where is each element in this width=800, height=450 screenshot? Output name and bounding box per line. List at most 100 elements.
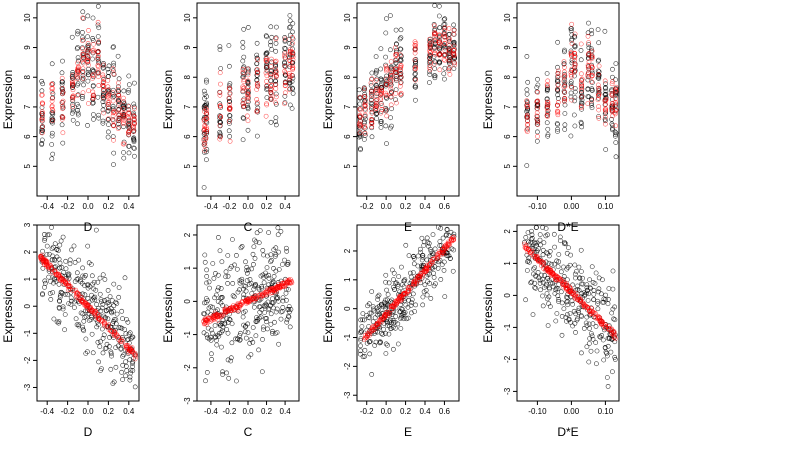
observed-point	[79, 96, 85, 101]
observed-point	[359, 329, 365, 335]
observed-point	[263, 301, 269, 307]
observed-point	[568, 48, 574, 54]
observed-point	[124, 368, 130, 373]
fitted-point	[105, 100, 111, 105]
x-tick-label: 0.4	[419, 202, 431, 211]
observed-point	[240, 115, 246, 121]
fitted-point	[590, 54, 595, 60]
observed-point	[56, 281, 62, 287]
fitted-point	[555, 109, 561, 114]
observed-point	[234, 266, 240, 272]
fitted-point	[132, 106, 137, 111]
observed-point	[558, 269, 564, 275]
observed-point	[544, 120, 550, 126]
y-tick-label: -3	[503, 387, 512, 395]
fitted-point	[388, 94, 394, 99]
observed-point	[390, 325, 396, 330]
fitted-point	[80, 70, 86, 75]
x-axis-label: E	[404, 220, 412, 234]
fitted-point	[67, 284, 73, 290]
fitted-point	[227, 106, 233, 111]
observed-point	[114, 301, 120, 306]
observed-point	[116, 285, 122, 290]
fitted-point	[40, 110, 45, 116]
fitted-point	[255, 81, 260, 86]
fitted-point	[577, 296, 583, 302]
observed-point	[276, 249, 281, 255]
observed-point	[406, 253, 412, 258]
observed-point	[374, 116, 379, 121]
observed-point	[254, 40, 260, 46]
observed-point	[437, 60, 442, 66]
fitted-point	[254, 108, 260, 114]
observed-point	[83, 336, 89, 342]
fitted-point	[603, 114, 608, 120]
fitted-point	[204, 112, 210, 118]
fitted-point	[201, 321, 207, 327]
observed-point	[540, 293, 545, 299]
observed-point	[110, 92, 116, 97]
fitted-point	[603, 106, 609, 112]
observed-point	[127, 374, 133, 380]
y-tick-label: 8	[23, 74, 32, 79]
observed-point	[596, 88, 602, 94]
y-axis-label: Expression	[481, 70, 495, 129]
observed-point	[572, 44, 578, 50]
fitted-point	[535, 119, 541, 124]
fitted-point	[524, 114, 530, 120]
observed-point	[524, 87, 530, 93]
y-tick-label: 10	[183, 13, 192, 22]
observed-point	[244, 264, 250, 270]
observed-point	[369, 134, 375, 140]
observed-point	[76, 323, 82, 329]
fitted-point	[597, 318, 603, 324]
fitted-point	[62, 280, 68, 286]
observed-point	[233, 336, 238, 342]
observed-point	[584, 287, 590, 293]
fitted-point	[561, 282, 567, 288]
observed-point	[606, 286, 612, 291]
fitted-point	[227, 91, 233, 97]
fitted-point	[95, 64, 101, 70]
observed-point	[586, 341, 592, 346]
fitted-point	[282, 68, 287, 74]
observed-point	[263, 270, 268, 276]
observed-point	[609, 97, 615, 102]
observed-point	[219, 259, 225, 265]
observed-point	[358, 343, 363, 349]
observed-point	[595, 306, 601, 312]
fitted-point	[85, 41, 91, 46]
observed-point	[89, 314, 94, 320]
fitted-point	[562, 96, 567, 101]
observed-point	[59, 122, 65, 128]
observed-point	[203, 149, 209, 155]
fitted-point	[384, 113, 389, 119]
observed-point	[111, 281, 117, 287]
observed-point	[44, 243, 50, 249]
fitted-point	[110, 98, 116, 104]
fitted-point	[272, 288, 278, 294]
fitted-point	[282, 90, 288, 96]
observed-point	[378, 125, 384, 130]
observed-point	[245, 103, 250, 109]
observed-point	[394, 49, 399, 55]
fitted-point	[89, 306, 94, 312]
fitted-point	[273, 66, 279, 72]
observed-point	[362, 91, 368, 97]
observed-point	[392, 319, 398, 325]
observed-point	[226, 98, 232, 104]
fitted-point	[398, 65, 404, 70]
observed-point	[421, 243, 427, 248]
observed-point	[391, 319, 396, 325]
observed-point	[529, 228, 534, 234]
observed-point	[57, 265, 63, 271]
observed-point	[383, 272, 389, 278]
fitted-point	[555, 100, 561, 105]
observed-point	[567, 262, 573, 268]
fitted-point	[567, 284, 572, 290]
fitted-point	[40, 258, 46, 264]
fitted-point	[412, 282, 418, 287]
x-tick-label: 0.6	[439, 202, 451, 211]
observed-point	[284, 319, 290, 325]
observed-point	[373, 339, 379, 345]
